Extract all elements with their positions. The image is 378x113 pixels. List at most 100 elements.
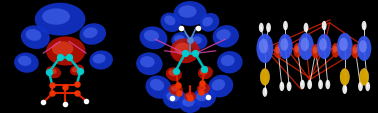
Ellipse shape [319, 39, 327, 51]
Ellipse shape [42, 9, 70, 26]
Point [198, 92, 204, 93]
Point [62, 86, 68, 88]
Point [77, 71, 84, 72]
Ellipse shape [90, 51, 113, 70]
Point [57, 57, 63, 59]
Ellipse shape [259, 39, 268, 54]
Ellipse shape [340, 69, 349, 85]
Ellipse shape [70, 65, 84, 76]
Ellipse shape [359, 69, 369, 85]
Ellipse shape [175, 43, 191, 56]
Ellipse shape [83, 28, 98, 39]
Ellipse shape [196, 91, 209, 101]
Ellipse shape [178, 6, 197, 19]
Ellipse shape [293, 44, 302, 58]
Ellipse shape [72, 67, 80, 73]
Ellipse shape [18, 56, 31, 66]
Ellipse shape [260, 69, 270, 85]
Ellipse shape [171, 33, 191, 49]
Point [83, 100, 89, 102]
Ellipse shape [298, 34, 314, 61]
Point [169, 98, 175, 100]
Ellipse shape [365, 82, 370, 91]
Ellipse shape [259, 24, 264, 33]
Point [187, 98, 193, 100]
Ellipse shape [325, 80, 330, 89]
Ellipse shape [200, 14, 219, 32]
Ellipse shape [294, 46, 299, 53]
Ellipse shape [304, 24, 308, 33]
Point [46, 72, 52, 73]
Ellipse shape [352, 45, 360, 59]
Ellipse shape [280, 39, 288, 51]
Ellipse shape [256, 34, 273, 64]
Ellipse shape [301, 38, 309, 52]
Ellipse shape [163, 88, 187, 109]
Ellipse shape [189, 34, 208, 50]
Ellipse shape [262, 88, 267, 97]
Ellipse shape [208, 75, 233, 98]
Ellipse shape [300, 80, 305, 89]
Point [66, 57, 72, 59]
Ellipse shape [171, 86, 179, 92]
Ellipse shape [14, 53, 39, 73]
Ellipse shape [275, 47, 280, 54]
Ellipse shape [283, 22, 288, 31]
Ellipse shape [144, 31, 159, 42]
Ellipse shape [212, 26, 239, 48]
Ellipse shape [139, 27, 167, 50]
Ellipse shape [307, 80, 312, 89]
Ellipse shape [192, 37, 202, 45]
Ellipse shape [182, 98, 195, 107]
Point [49, 93, 55, 94]
Ellipse shape [359, 41, 367, 53]
Point [182, 53, 188, 55]
Ellipse shape [168, 70, 177, 77]
Ellipse shape [278, 35, 293, 60]
Ellipse shape [311, 45, 320, 59]
Ellipse shape [198, 66, 213, 79]
Ellipse shape [313, 47, 318, 54]
Ellipse shape [46, 67, 61, 79]
Ellipse shape [79, 24, 106, 45]
Ellipse shape [193, 87, 216, 108]
Ellipse shape [164, 16, 175, 26]
Ellipse shape [136, 53, 163, 75]
Ellipse shape [212, 79, 225, 91]
Ellipse shape [358, 82, 363, 91]
Point [40, 102, 46, 103]
Ellipse shape [287, 82, 291, 91]
Point [205, 97, 211, 99]
Ellipse shape [200, 69, 208, 75]
Ellipse shape [357, 36, 371, 61]
Ellipse shape [198, 85, 206, 91]
Point [74, 83, 80, 85]
Ellipse shape [322, 22, 327, 31]
Point [199, 82, 205, 84]
Ellipse shape [166, 68, 182, 81]
Ellipse shape [266, 24, 271, 33]
Point [192, 53, 198, 55]
Ellipse shape [339, 38, 348, 52]
Ellipse shape [21, 26, 50, 50]
Ellipse shape [140, 57, 155, 68]
Ellipse shape [26, 30, 42, 42]
Ellipse shape [318, 80, 323, 89]
Point [49, 84, 55, 86]
Ellipse shape [332, 44, 340, 58]
Ellipse shape [169, 84, 183, 96]
Ellipse shape [160, 13, 181, 33]
Ellipse shape [217, 52, 243, 74]
Point [175, 84, 181, 86]
Ellipse shape [150, 79, 164, 91]
Point [74, 93, 80, 94]
Ellipse shape [170, 39, 200, 64]
Point [173, 70, 179, 72]
Ellipse shape [202, 18, 213, 27]
Point [176, 93, 182, 94]
Ellipse shape [174, 36, 185, 44]
Ellipse shape [46, 37, 85, 66]
Ellipse shape [197, 83, 210, 94]
Point [178, 27, 184, 29]
Ellipse shape [52, 42, 73, 56]
